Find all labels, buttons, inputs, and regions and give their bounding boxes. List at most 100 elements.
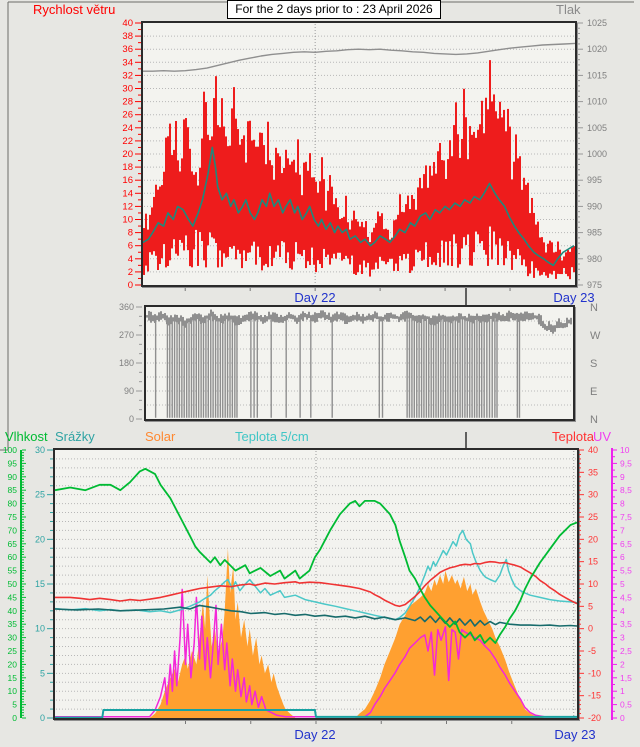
compass-letter: W: [590, 330, 601, 342]
pressure-axis-tick-label: 985: [587, 228, 602, 238]
uv-axis-tick-label: 7,5: [620, 512, 632, 522]
pressure-axis-tick-label: 995: [587, 175, 602, 185]
pressure-axis-tick-label: 1025: [587, 18, 607, 28]
humidity-axis-tick-label: 55: [8, 566, 18, 576]
humidity-axis-tick-label: 10: [8, 686, 18, 696]
uv-axis-tick-label: 0: [620, 713, 625, 723]
rain-axis-tick-label: 0: [40, 713, 45, 723]
wind-axis-tick-label: 26: [122, 110, 133, 121]
humidity-axis-tick-label: 60: [8, 552, 18, 562]
uv-axis-tick-label: 9: [620, 472, 625, 482]
plot-border: [53, 448, 579, 720]
series-pressure: [143, 42, 575, 72]
humidity-axis-tick-label: 30: [8, 633, 18, 643]
wind-axis-tick-label: 38: [122, 31, 133, 42]
temperature-axis-tick-label: 0: [588, 624, 593, 634]
wind-direction-chart: [144, 305, 576, 422]
uv-axis-tick-label: 6: [620, 552, 625, 562]
pressure-axis-tick-label: 1015: [587, 70, 607, 80]
pressure-axis-tick-label: 975: [587, 280, 602, 290]
wind-axis-tick-label: 24: [122, 123, 133, 134]
wind-axis-tick-label: 28: [122, 97, 133, 108]
wind-axis-tick-label: 22: [122, 136, 133, 147]
series-dark_teal_temperature: [55, 604, 577, 627]
humidity-axis-tick-label: 5: [12, 700, 17, 710]
humidity-axis-tick-label: 65: [8, 539, 18, 549]
plot-border: [141, 21, 577, 287]
uv-axis-tick-label: 9,5: [620, 458, 632, 468]
compass-letter: E: [590, 386, 597, 398]
temperature-axis-tick-label: -10: [588, 668, 601, 678]
wind-axis-tick-label: 40: [122, 18, 133, 29]
humidity-axis-tick-label: 45: [8, 592, 18, 602]
uv-axis-tick-label: 2,5: [620, 646, 632, 656]
wind-axis-tick-label: 10: [122, 215, 133, 226]
humidity-axis-tick-label: 75: [8, 512, 18, 522]
uv-axis: 10 9,5 9 8,5 8 7,5 7 6,5 6 5,5 5 4,5 4 3,5 3 2,5 2 1,5 1 0,…: [611, 445, 632, 723]
temperature-axis-tick-label: 5: [588, 601, 593, 611]
humidity-axis-tick-label: 95: [8, 458, 18, 468]
humidity-axis-tick-label: 90: [8, 472, 18, 482]
rain-axis-tick-label: 30: [35, 445, 45, 455]
temperature-axis-tick-label: -20: [588, 713, 601, 723]
uv-axis-tick-label: 5,5: [620, 566, 632, 576]
series-wind_average: [143, 146, 575, 267]
humidity-axis-tick-label: 50: [8, 579, 18, 589]
humidity-axis-tick-label: 80: [8, 499, 18, 509]
direction-axis-tick-label: 90: [124, 386, 134, 396]
compass-letter: N: [590, 414, 598, 426]
series-solar: [149, 548, 545, 718]
rain-axis-tick-label: 25: [35, 490, 45, 500]
wind-axis-tick-label: 12: [122, 201, 133, 212]
rain-legend-label: Srážky: [55, 429, 95, 444]
humidity-axis-tick-label: 85: [8, 485, 18, 495]
direction-axis-left: 360 270 180 90 0: [119, 302, 142, 424]
wind-axis-tick-label: 36: [122, 44, 133, 55]
soil-temp-legend-label: Teplota 5/cm: [235, 429, 309, 444]
pressure-axis-tick-label: 1005: [587, 123, 607, 133]
uv-axis-tick-label: 1: [620, 686, 625, 696]
wind-axis-tick-label: 0: [128, 280, 133, 291]
wind-axis-tick-label: 30: [122, 84, 133, 95]
compass-letter: S: [590, 358, 597, 370]
humidity-axis-tick-label: 25: [8, 646, 18, 656]
series-direction-calm-lines: [154, 315, 521, 418]
multi-sensor-chart: [53, 448, 580, 724]
temperature-axis-tick-label: -15: [588, 691, 601, 701]
humidity-axis-tick-label: 15: [8, 673, 18, 683]
wind-axis-tick-label: 6: [128, 241, 133, 252]
wind-speed-axis-title: Rychlost větru: [33, 2, 116, 17]
uv-axis-tick-label: 2: [620, 659, 625, 669]
rain-axis-tick-label: 10: [35, 624, 45, 634]
plot-border: [144, 305, 575, 421]
pressure-axis-title: Tlak: [556, 2, 581, 17]
humidity-axis: 1009590858075706560555045403530252015105…: [3, 445, 26, 723]
pressure-axis-tick-label: 1000: [587, 149, 607, 159]
series-direction_mean: [148, 314, 570, 332]
rain-axis: 30 25 20 15 10 5 0: [35, 445, 53, 723]
series-humidity: [55, 467, 577, 644]
series-rain: [55, 709, 577, 718]
compass-letter: N: [590, 302, 598, 314]
temperature-axis-tick-label: 25: [588, 512, 598, 522]
series-temperature: [55, 560, 577, 608]
humidity-axis-tick-label: 100: [3, 445, 17, 455]
uv-axis-tick-label: 8: [620, 499, 625, 509]
humidity-axis-tick-label: 0: [12, 713, 17, 723]
uv-axis-tick-label: 3,5: [620, 619, 632, 629]
pressure-axis-tick-label: 980: [587, 254, 602, 264]
uv-axis-tick-label: 0,5: [620, 700, 632, 710]
uv-axis-tick-label: 4: [620, 606, 625, 616]
compass-letters-right: N W S E N: [590, 302, 601, 426]
bottom-chart-day23-label: Day 23: [554, 727, 596, 742]
wind-axis-tick-label: 2: [128, 267, 133, 278]
pressure-axis-tick-label: 990: [587, 201, 602, 211]
wind-axis-tick-label: 34: [122, 57, 133, 68]
wind-pressure-chart: [141, 21, 578, 291]
wind-axis-tick-label: 32: [122, 70, 133, 81]
direction-axis-tick-label: 180: [119, 358, 134, 368]
uv-axis-tick-label: 8,5: [620, 485, 632, 495]
direction-axis-tick-label: 0: [129, 414, 134, 424]
